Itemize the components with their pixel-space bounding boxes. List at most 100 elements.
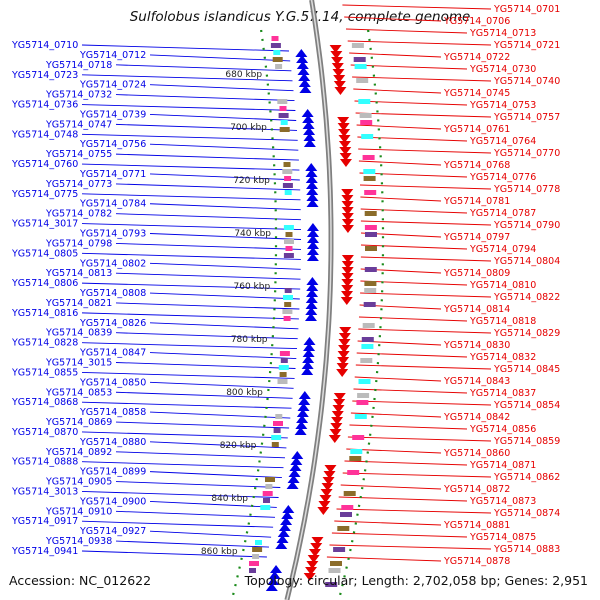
gene-label-right: YG5714_0701 <box>493 4 560 15</box>
plus-strand-arrow <box>338 333 351 341</box>
left-connector <box>81 104 296 111</box>
gene-label-right: YG5714_0810 <box>469 280 536 291</box>
right-connector <box>355 364 492 370</box>
plus-strand-arrow <box>333 399 346 407</box>
plus-strand-arrow <box>339 159 352 167</box>
minus-strand-arrow <box>302 115 315 123</box>
left-connector <box>149 471 282 479</box>
gene-label-left: YG5714_0853 <box>45 387 112 398</box>
plus-strand-arrow <box>341 267 354 275</box>
gene-label-right: YG5714_0809 <box>443 268 510 279</box>
gene-label-left: YG5714_0858 <box>79 407 146 418</box>
left-connector <box>115 510 276 518</box>
right-connector <box>360 280 468 286</box>
cds-block-right <box>328 568 341 573</box>
gene-label-left: YG5714_0900 <box>79 496 146 507</box>
left-connector <box>149 173 300 181</box>
plus-strand-arrow <box>331 63 344 71</box>
minus-strand-arrow <box>303 337 316 345</box>
minus-strand-arrow <box>306 199 319 207</box>
plus-strand-arrow <box>336 369 349 377</box>
plus-strand-arrow <box>341 273 354 281</box>
minus-strand-arrow <box>295 421 308 429</box>
gene-label-left: YG5714_0808 <box>79 288 146 299</box>
gene-label-right: YG5714_0881 <box>443 520 510 531</box>
gene-label-left: YG5714_0755 <box>45 149 112 160</box>
gene-label-left: YG5714_0813 <box>45 268 112 279</box>
gene-label-left: YG5714_0870 <box>11 427 78 438</box>
gene-label-right: YG5714_0722 <box>443 52 510 63</box>
cds-block-right <box>363 302 376 307</box>
left-connector <box>81 491 279 498</box>
cds-block-left <box>285 246 293 251</box>
gene-label-right: YG5714_0797 <box>443 232 510 243</box>
gene-label-left: YG5714_0816 <box>11 308 78 319</box>
gene-label-left: YG5714_0821 <box>45 298 112 309</box>
cds-block-right <box>337 526 350 531</box>
cds-block-left <box>277 379 288 384</box>
plus-strand-arrow <box>318 501 331 509</box>
minus-strand-arrow <box>296 415 309 423</box>
gene-label-left: YG5714_0905 <box>45 477 112 488</box>
cds-block-right <box>356 78 369 83</box>
plus-strand-arrow <box>306 561 319 569</box>
cds-block-right <box>361 344 374 349</box>
minus-strand-arrow <box>306 247 319 255</box>
cds-block-left <box>284 190 292 195</box>
accession-text: Accession: NC_012622 <box>9 573 152 588</box>
gene-label-left: YG5714_0899 <box>79 467 146 478</box>
minus-strand-arrow <box>302 355 315 363</box>
left-connector <box>149 262 301 270</box>
cds-block-right <box>361 337 374 342</box>
minus-strand-arrow <box>306 193 319 201</box>
left-connector <box>115 153 299 161</box>
gene-label-right: YG5714_0764 <box>469 136 536 147</box>
left-connector <box>149 114 297 121</box>
minus-strand-arrow <box>306 241 319 249</box>
plus-strand-arrow <box>321 483 334 491</box>
right-connector <box>358 160 442 166</box>
plus-strand-arrow <box>341 213 354 221</box>
minus-strand-arrow <box>280 517 293 525</box>
plus-strand-arrow <box>329 429 342 437</box>
cds-block-left <box>260 505 271 510</box>
gene-label-left: YG5714_0775 <box>11 189 78 200</box>
cds-block-right <box>333 547 346 552</box>
gene-label-left: YG5714_0739 <box>79 109 146 120</box>
gene-label-left: YG5714_0941 <box>11 546 78 557</box>
gene-label-left: YG5714_0793 <box>79 229 146 240</box>
plus-strand-arrow <box>341 207 354 215</box>
gene-label-left: YG5714_0710 <box>11 40 78 51</box>
plus-strand-arrow <box>338 129 351 137</box>
right-connector <box>360 208 468 214</box>
gene-label-left: YG5714_0798 <box>45 238 112 249</box>
right-connector <box>350 412 442 418</box>
cds-block-right <box>357 393 370 398</box>
minus-strand-arrow <box>294 427 307 435</box>
cds-block-right <box>343 491 356 496</box>
left-connector <box>115 302 300 310</box>
gene-label-left: YG5714_3013 <box>11 486 78 497</box>
gene-label-left: YG5714_0826 <box>79 318 146 329</box>
left-connector <box>149 441 287 449</box>
label-connector-lines <box>81 4 492 562</box>
gene-label-left: YG5714_0892 <box>45 447 112 458</box>
left-connector <box>81 312 299 320</box>
right-connector <box>349 52 442 58</box>
scale-label: 740 kbp <box>234 229 271 239</box>
minus-strand-arrow <box>278 523 291 531</box>
gene-label-left: YG5714_0910 <box>45 506 112 517</box>
left-connector <box>149 500 277 508</box>
gene-label-left: YG5714_3015 <box>45 357 112 368</box>
right-connector <box>338 496 468 502</box>
gene-label-right: YG5714_0814 <box>443 304 510 315</box>
cds-block-left <box>282 183 293 188</box>
left-connector <box>115 391 293 399</box>
gene-label-left: YG5714_0784 <box>79 199 146 210</box>
gene-label-right: YG5714_0804 <box>493 256 560 267</box>
right-connector <box>360 220 492 226</box>
right-connector <box>359 172 468 178</box>
gene-label-right: YG5714_0856 <box>469 424 536 435</box>
gene-label-left: YG5714_3017 <box>11 219 78 230</box>
